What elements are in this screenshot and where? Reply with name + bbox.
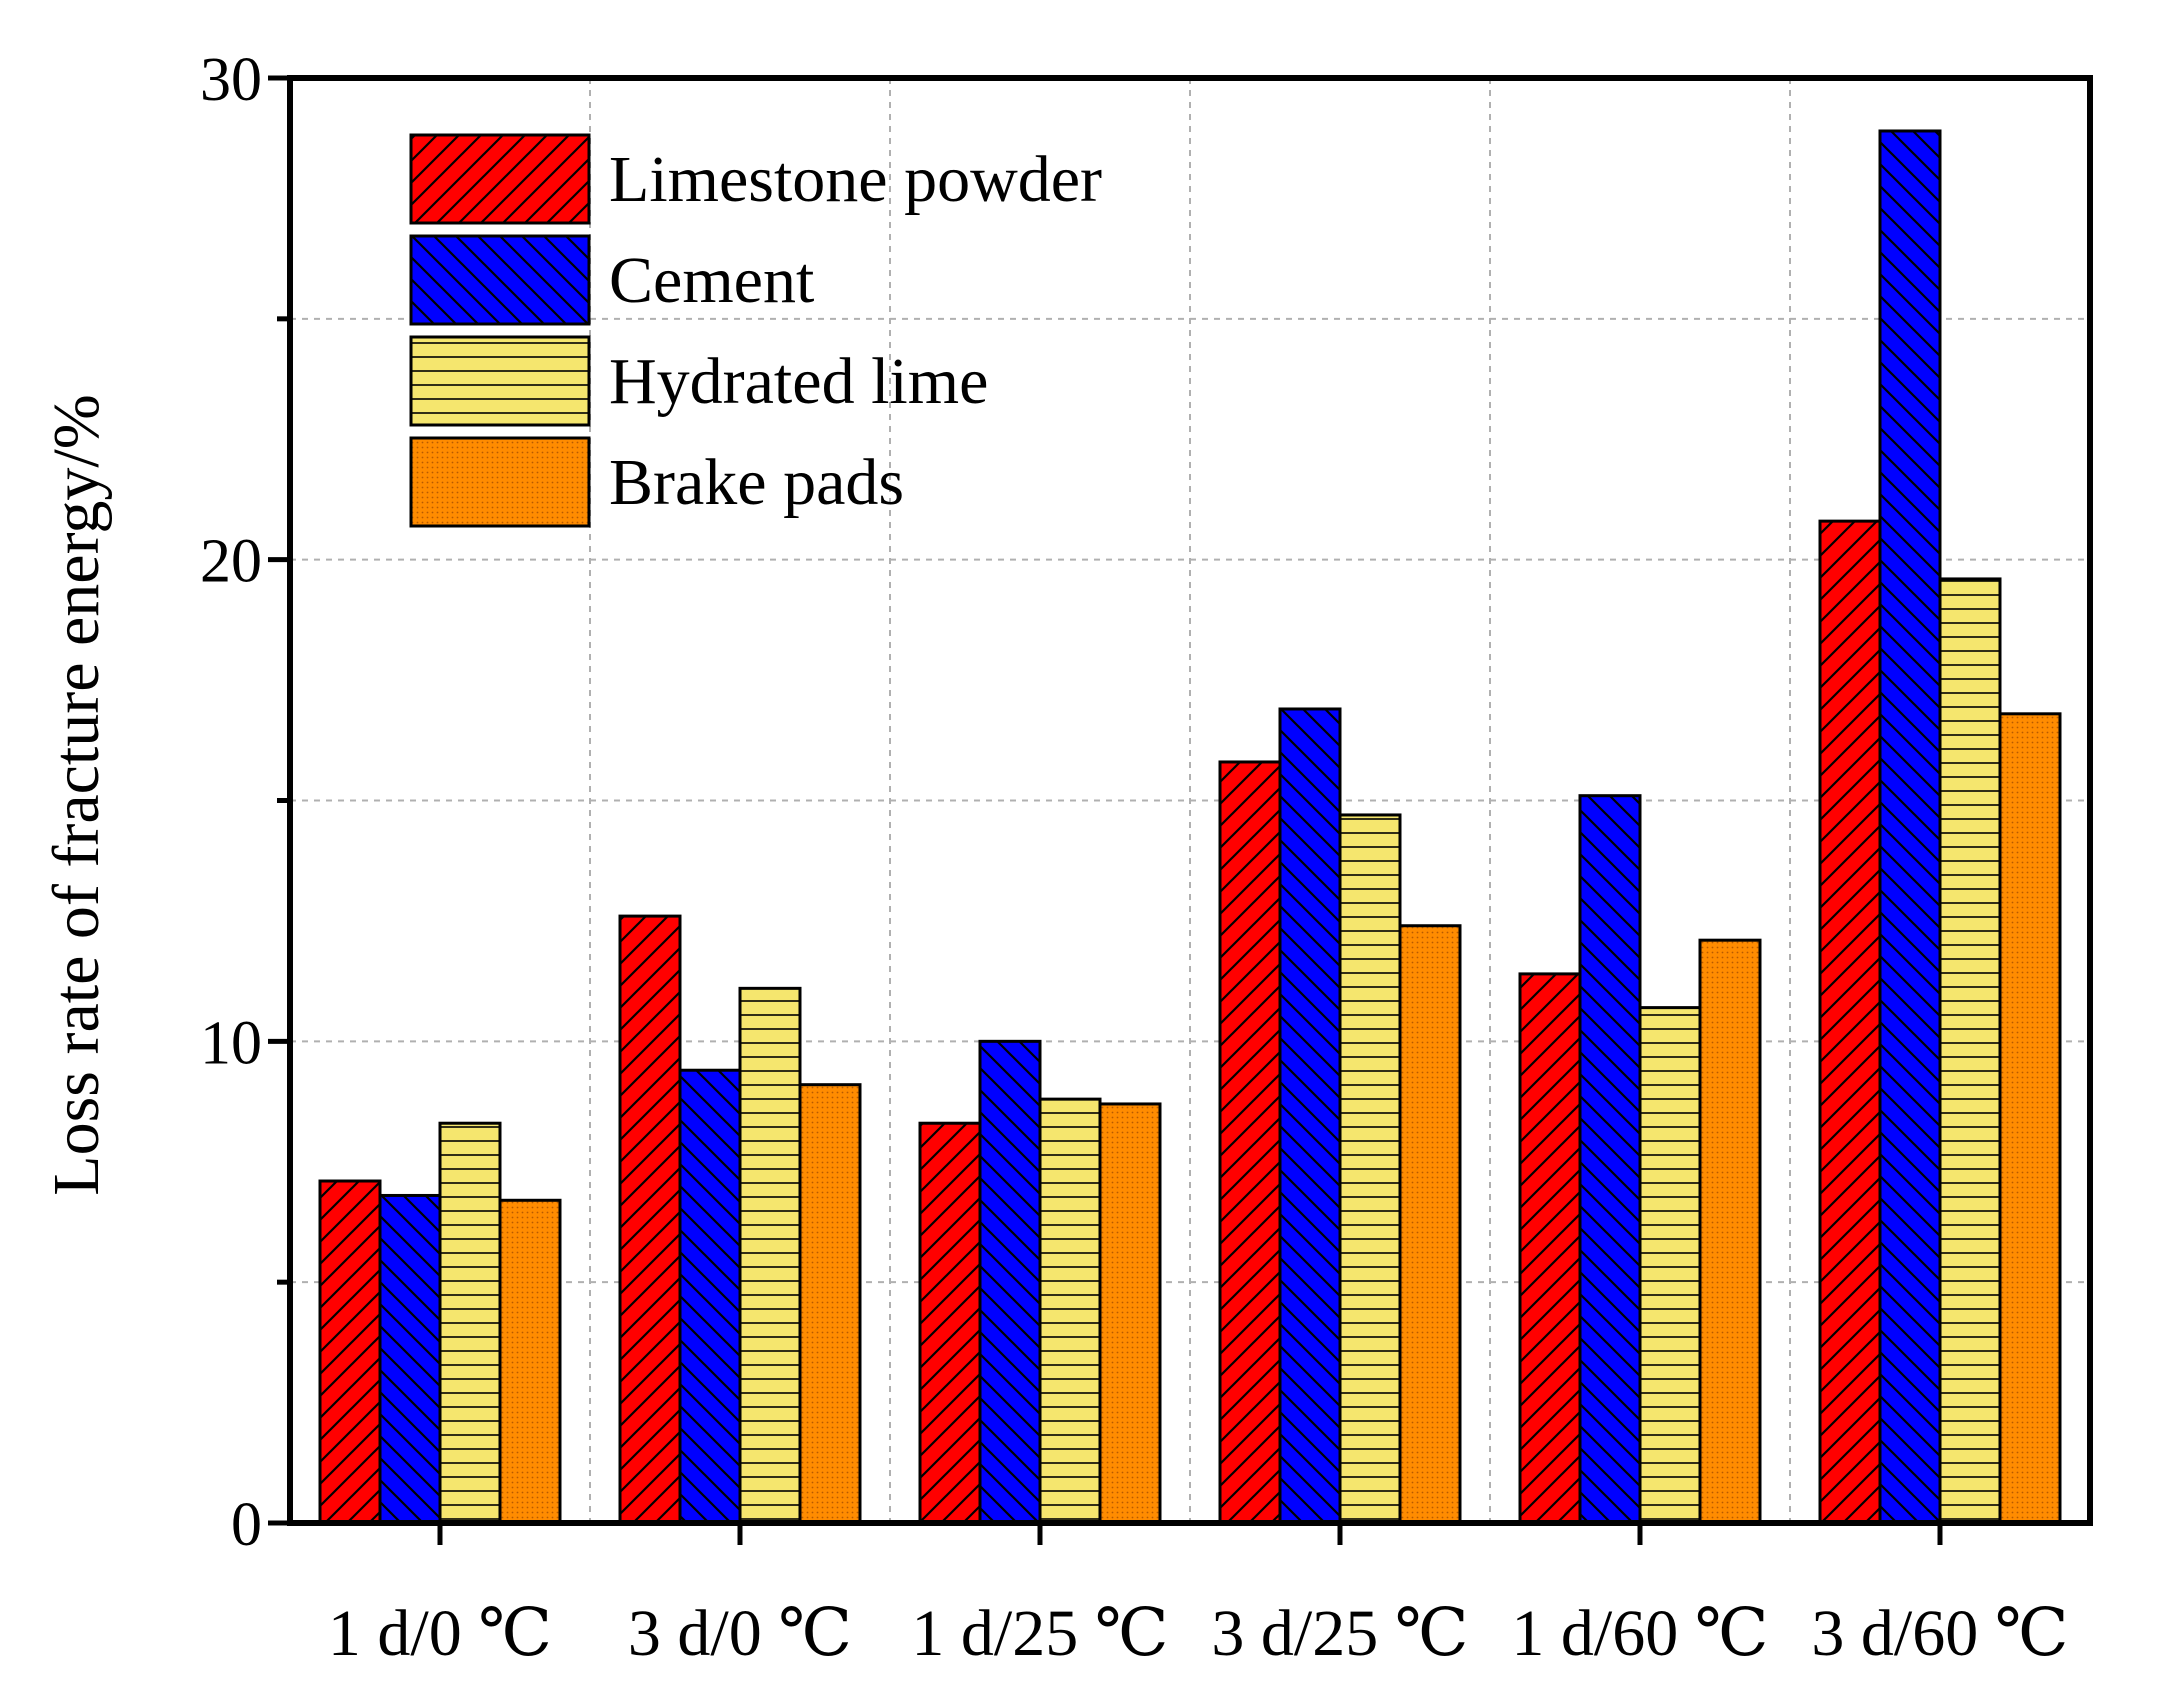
bar-limestone-powder [918, 1121, 982, 1525]
bar-limestone-powder [318, 1179, 382, 1525]
legend-label: Cement [609, 244, 814, 317]
bar-group [318, 129, 2062, 1525]
x-tick-label: 3 d/0 ℃ [628, 1597, 852, 1670]
bar-cement [1278, 707, 1342, 1525]
legend-label: Brake pads [609, 446, 904, 519]
bar-brake-pads [1998, 712, 2062, 1525]
bar-cement [1578, 794, 1642, 1525]
bar-brake-pads [498, 1198, 562, 1525]
bar-brake-pads [798, 1083, 862, 1525]
legend-swatch [409, 133, 591, 225]
y-tick-label: 20 [200, 528, 262, 596]
x-tick-label: 1 d/60 ℃ [1511, 1597, 1768, 1670]
x-tick-label: 1 d/0 ℃ [328, 1597, 552, 1670]
bar-hydrated-lime [1638, 1006, 1702, 1525]
bar-cement [678, 1068, 742, 1525]
legend: Limestone powder Cement Hydrated lime Brake… [409, 133, 1102, 528]
bar-hydrated-lime [738, 986, 802, 1525]
legend-swatch [409, 436, 591, 528]
bar-hydrated-lime [438, 1121, 502, 1525]
legend-label: Limestone powder [609, 143, 1102, 216]
y-tick-label: 0 [231, 1491, 262, 1559]
x-tick-label: 3 d/60 ℃ [1811, 1597, 2068, 1670]
legend-label: Hydrated lime [609, 345, 988, 418]
bar-hydrated-lime [1338, 813, 1402, 1525]
y-tick-label: 30 [200, 46, 262, 114]
bar-limestone-powder [1818, 519, 1882, 1525]
bar-brake-pads [1698, 938, 1762, 1525]
grid-lines [290, 78, 2090, 1523]
bar-cement [378, 1193, 442, 1525]
bar-limestone-powder [618, 914, 682, 1525]
bar-limestone-powder [1218, 760, 1282, 1525]
x-tick-label: 1 d/25 ℃ [911, 1597, 1168, 1670]
bar-brake-pads [1398, 924, 1462, 1525]
bar-cement [1878, 129, 1942, 1525]
y-tick-label: 10 [200, 1009, 262, 1077]
bar-brake-pads [1098, 1102, 1162, 1525]
y-axis-label: Loss rate of fracture energy/% [40, 394, 113, 1195]
bar-hydrated-lime [1038, 1097, 1102, 1525]
axes [268, 75, 2093, 1545]
bar-limestone-powder [1518, 972, 1582, 1525]
tick-labels: 0 10 20 30 1 d/0 ℃ 3 d/0 ℃ 1 d/25 ℃ 3 d/25 ℃ 1 d… [200, 46, 2069, 1670]
bar-cement [978, 1039, 1042, 1525]
x-tick-label: 3 d/25 ℃ [1211, 1597, 1468, 1670]
legend-swatch [409, 335, 591, 427]
bar-hydrated-lime [1938, 577, 2002, 1525]
legend-swatch [409, 234, 591, 326]
